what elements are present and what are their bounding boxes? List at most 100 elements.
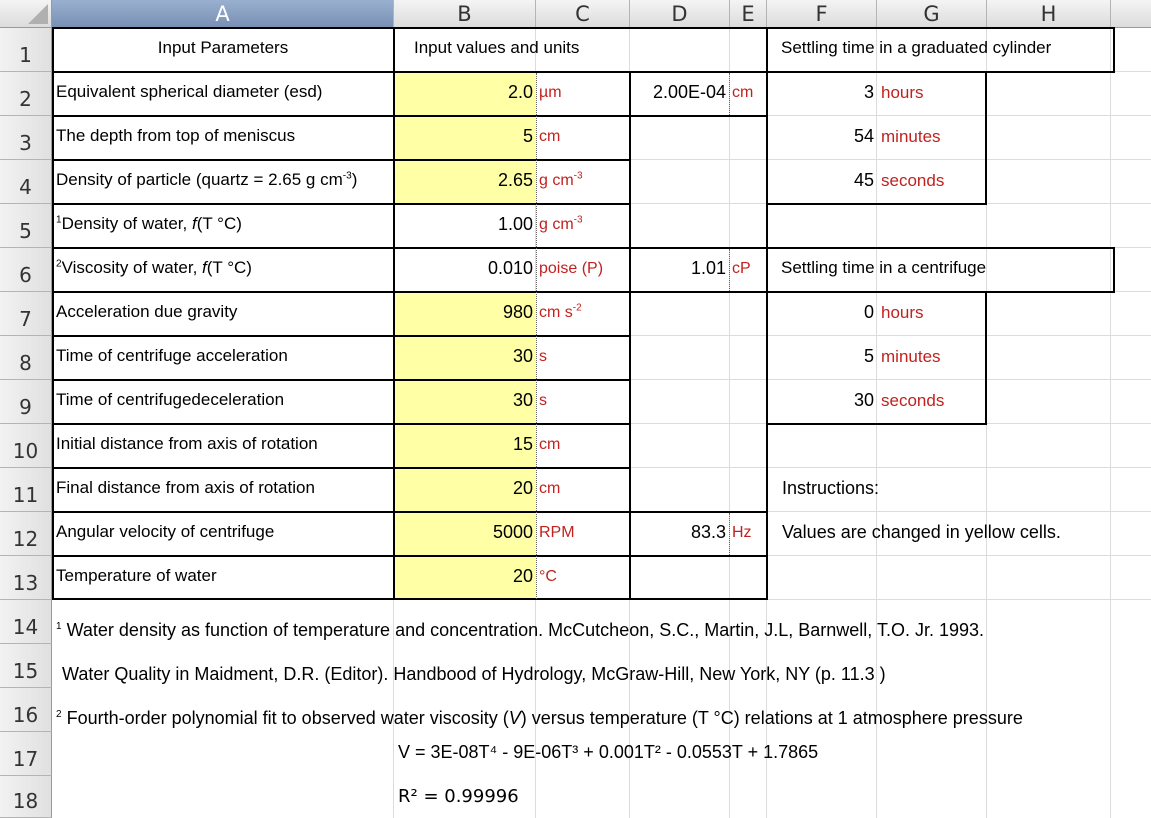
- param-value[interactable]: 5: [522, 126, 533, 146]
- param-label: Acceleration due gravity: [56, 302, 238, 321]
- value-unit-separator: [729, 73, 730, 115]
- row-header[interactable]: 15: [0, 644, 52, 688]
- header-input-values-text: Input values and units: [414, 38, 580, 57]
- row-header[interactable]: 1: [0, 28, 52, 72]
- param-label: Initial distance from axis of rotation: [56, 434, 318, 453]
- param-label: Equivalent spherical diameter (esd): [56, 82, 323, 101]
- column-header-e[interactable]: E: [730, 0, 767, 28]
- instructions-text: Values are changed in yellow cells.: [782, 522, 1061, 542]
- centrifuge-hours-value: 0: [863, 302, 874, 322]
- row-header[interactable]: 5: [0, 204, 52, 248]
- r-squared: R² = 0.99996: [398, 786, 519, 807]
- row-header[interactable]: 16: [0, 688, 52, 732]
- param-label: 1Density of water, f(T °C): [56, 214, 242, 233]
- column-header-b[interactable]: B: [394, 0, 536, 28]
- column-header-h[interactable]: H: [987, 0, 1111, 28]
- param-unit: °C: [539, 568, 557, 585]
- param-unit: s: [539, 348, 547, 365]
- cylinder-hours-unit: hours: [881, 83, 924, 102]
- converted-angular-unit: Hz: [732, 524, 752, 541]
- param-value[interactable]: 20: [512, 478, 533, 498]
- param-value[interactable]: 5000: [492, 522, 533, 542]
- row-header[interactable]: 14: [0, 600, 52, 644]
- row-header[interactable]: 6: [0, 248, 52, 292]
- select-all-triangle-icon: [28, 4, 48, 24]
- input-cells-yellow: [394, 72, 536, 204]
- converted-viscosity-value: 1.01: [690, 258, 726, 278]
- column-header-i[interactable]: [1111, 0, 1151, 28]
- select-all-corner[interactable]: [0, 0, 52, 28]
- cylinder-header-text: Settling time in a graduated cylinder: [781, 38, 1052, 57]
- param-value: 1.00: [497, 214, 533, 234]
- converted-esd-value: 2.00E-04: [652, 82, 726, 102]
- param-value[interactable]: 20: [512, 566, 533, 586]
- param-label: Density of particle (quartz = 2.65 g cm-…: [56, 170, 358, 189]
- centrifuge-seconds-unit: seconds: [881, 391, 945, 410]
- instructions-title: Instructions:: [782, 478, 880, 498]
- param-label: Time of centrifuge acceleration: [56, 346, 288, 365]
- column-header-c[interactable]: C: [536, 0, 630, 28]
- centrifuge-minutes-value: 5: [863, 346, 874, 366]
- param-value[interactable]: 15: [512, 434, 533, 454]
- param-label: The depth from top of meniscus: [56, 126, 296, 145]
- param-unit: g cm-3: [539, 214, 583, 233]
- param-unit: cm: [539, 128, 561, 145]
- converted-angular-value: 83.3: [690, 522, 726, 542]
- value-unit-separator: [536, 73, 537, 599]
- footnote-1-line-2: Water Quality in Maidment, D.R. (Editor)…: [62, 664, 886, 684]
- column-header-d[interactable]: D: [630, 0, 730, 28]
- param-unit: s: [539, 392, 547, 409]
- centrifuge-minutes-unit: minutes: [881, 347, 941, 366]
- row-header[interactable]: 3: [0, 116, 52, 160]
- row-header[interactable]: 8: [0, 336, 52, 380]
- param-unit: g cm-3: [539, 170, 583, 189]
- param-label: Angular velocity of centrifuge: [56, 522, 275, 541]
- param-value[interactable]: 2.65: [497, 170, 533, 190]
- input-cells-yellow: [394, 292, 536, 600]
- param-value[interactable]: 30: [512, 390, 533, 410]
- row-header[interactable]: 17: [0, 732, 52, 776]
- cylinder-seconds-unit: seconds: [881, 171, 945, 190]
- param-unit: poise (P): [539, 260, 604, 277]
- column-header-a[interactable]: A: [52, 0, 394, 28]
- param-value: 0.010: [487, 258, 533, 278]
- centrifuge-header-text: Settling time in a centrifuge: [781, 258, 987, 277]
- param-unit: RPM: [539, 524, 575, 541]
- param-label: 2Viscosity of water, f(T °C): [56, 258, 252, 277]
- row-header[interactable]: 4: [0, 160, 52, 204]
- row-header[interactable]: 13: [0, 556, 52, 600]
- empty-de-cell[interactable]: [629, 555, 768, 600]
- param-value[interactable]: 980: [502, 302, 533, 322]
- footnote-2: 2 Fourth-order polynomial fit to observe…: [56, 708, 1023, 728]
- row-header[interactable]: 10: [0, 424, 52, 468]
- row-header[interactable]: 2: [0, 72, 52, 116]
- param-label: Final distance from axis of rotation: [56, 478, 315, 497]
- cylinder-minutes-value: 54: [853, 126, 874, 146]
- row-header[interactable]: 18: [0, 776, 52, 818]
- cylinder-minutes-unit: minutes: [881, 127, 941, 146]
- centrifuge-hours-unit: hours: [881, 303, 924, 322]
- row-header[interactable]: 9: [0, 380, 52, 424]
- param-unit: cm s-2: [539, 302, 582, 321]
- centrifuge-time-box[interactable]: [766, 291, 987, 425]
- row-header[interactable]: 11: [0, 468, 52, 512]
- column-header-f[interactable]: F: [767, 0, 877, 28]
- column-header-g[interactable]: G: [877, 0, 987, 28]
- header-input-parameters-text: Input Parameters: [157, 38, 289, 57]
- value-unit-separator: [729, 513, 730, 555]
- centrifuge-seconds-value: 30: [853, 390, 874, 410]
- param-label: Temperature of water: [56, 566, 217, 585]
- cylinder-time-box[interactable]: [766, 71, 987, 205]
- param-unit: cm: [539, 480, 561, 497]
- row-header[interactable]: 7: [0, 292, 52, 336]
- param-value[interactable]: 30: [512, 346, 533, 366]
- row-header[interactable]: 12: [0, 512, 52, 556]
- param-unit: µm: [539, 84, 562, 101]
- param-value[interactable]: 2.0: [507, 82, 533, 102]
- viscosity-equation: V = 3E-08T⁴ - 9E-06T³ + 0.001T² - 0.0553…: [398, 742, 819, 762]
- value-unit-separator: [729, 249, 730, 291]
- empty-de-cell[interactable]: [629, 115, 768, 249]
- empty-de-cell[interactable]: [629, 291, 768, 513]
- param-unit: cm: [539, 436, 561, 453]
- param-label: Time of centrifugedeceleration: [56, 390, 285, 409]
